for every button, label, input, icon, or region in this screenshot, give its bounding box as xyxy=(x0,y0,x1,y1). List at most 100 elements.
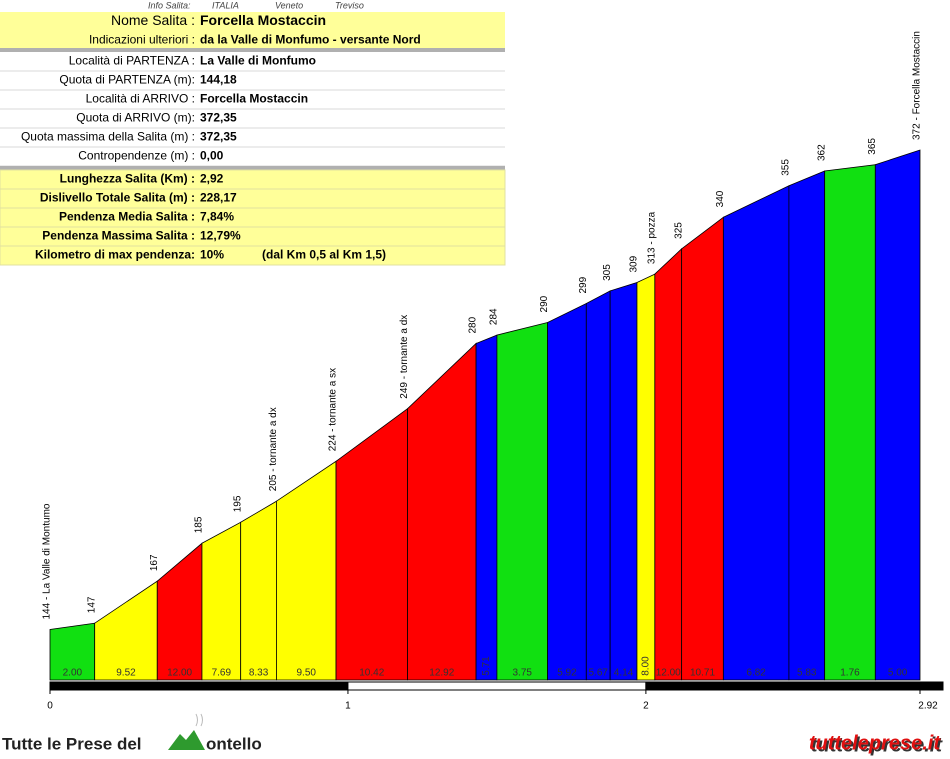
elevation-label: 290 xyxy=(539,295,550,312)
gradient-label: 7.69 xyxy=(212,668,232,679)
gradient-label: 10.71 xyxy=(690,668,715,679)
row-label: Kilometro di max pendenza: xyxy=(35,248,195,262)
elevation-label: 309 xyxy=(629,255,640,272)
gradient-label: 12.00 xyxy=(167,668,192,679)
info-region: Veneto xyxy=(275,0,303,10)
segment xyxy=(636,273,656,681)
row-label: Quota di PARTENZA (m): xyxy=(59,73,195,87)
row-value: 12,79% xyxy=(200,229,241,243)
x-tick-label: 1 xyxy=(345,701,351,712)
row-value: 10% xyxy=(200,248,224,262)
row-label: Pendenza Massima Salita : xyxy=(42,229,195,243)
elevation-label: 372 - Forcella Mostaccin xyxy=(912,31,923,140)
gradient-label: 12.00 xyxy=(656,668,681,679)
segment xyxy=(722,185,790,681)
elevation-label: 355 xyxy=(781,159,792,176)
gradient-label: 4.14 xyxy=(614,668,634,679)
segment xyxy=(824,164,876,681)
site: tutteleprese.it xyxy=(809,732,941,754)
logo-tail: ontello xyxy=(206,734,262,753)
row-label: Quota massima della Salita (m) : xyxy=(21,130,195,144)
row-value: 0,00 xyxy=(200,149,224,163)
elevation-label: 205 - tornante a dx xyxy=(268,407,279,491)
info-country: ITALIA xyxy=(212,0,239,10)
row-value: 144,18 xyxy=(200,73,237,87)
row-label: Indicazioni ulteriori : xyxy=(89,33,195,47)
row-bg xyxy=(0,31,505,50)
row-value: 372,35 xyxy=(200,130,237,144)
row-value: La Valle di Monfumo xyxy=(200,54,316,68)
gradient-label: 10.42 xyxy=(359,668,384,679)
segment xyxy=(156,542,203,681)
x-tick-label: 2.92 xyxy=(918,701,938,712)
segment xyxy=(496,321,548,681)
segment xyxy=(201,521,242,681)
elevation-label: 305 xyxy=(602,264,613,281)
segment xyxy=(407,342,477,681)
elevation-label: 249 - tornante a dx xyxy=(399,315,410,399)
gradient-label: 8.33 xyxy=(249,668,269,679)
elevation-label: 280 xyxy=(468,316,479,333)
row-label: Lunghezza Salita (Km) : xyxy=(60,172,195,186)
km-band xyxy=(347,681,647,691)
separator xyxy=(0,166,505,170)
elevation-label: 167 xyxy=(149,554,160,571)
logo-text: Tutte le Prese del xyxy=(2,734,142,753)
elevation-label: 284 xyxy=(489,308,500,325)
gradient-label: 3.75 xyxy=(513,668,533,679)
row-value: 372,35 xyxy=(200,111,237,125)
elevation-label: 195 xyxy=(232,495,243,512)
segment xyxy=(240,500,277,681)
row-value: 228,17 xyxy=(200,191,237,205)
gradient-label: 5.00 xyxy=(888,668,908,679)
info-province: Treviso xyxy=(335,0,364,10)
segment xyxy=(547,302,587,681)
row-label: Nome Salita : xyxy=(111,12,195,28)
gradient-label: 5.67 xyxy=(588,668,608,679)
logo-mountain xyxy=(168,730,205,750)
gradient-label: 8.00 xyxy=(641,656,652,676)
gradient-label: 2.00 xyxy=(63,668,83,679)
segment xyxy=(585,290,611,681)
logo-steam xyxy=(195,713,203,727)
row-label: Contropendenze (m) : xyxy=(78,149,195,163)
gradient-label: 1.76 xyxy=(840,668,860,679)
segment xyxy=(276,460,337,681)
elevation-label: 340 xyxy=(715,190,726,207)
elevation-label: 313 - pozza xyxy=(646,211,657,264)
row-label: Dislivello Totale Salita (m) : xyxy=(40,191,195,205)
row-value: 2,92 xyxy=(200,172,224,186)
km-band xyxy=(645,681,944,691)
gradient-label: 12.92 xyxy=(429,668,454,679)
row-value: da la Valle di Monfumo - versante Nord xyxy=(200,33,421,47)
segment xyxy=(654,247,683,681)
gradient-label: 9.50 xyxy=(296,668,316,679)
elevation-label: 365 xyxy=(867,138,878,155)
segment xyxy=(475,334,498,681)
gradient-label: 6.82 xyxy=(746,668,766,679)
row-value: Forcella Mostaccin xyxy=(200,92,308,106)
km-band xyxy=(49,681,349,691)
elevation-label: 362 xyxy=(816,144,827,161)
x-tick-label: 2 xyxy=(643,701,649,712)
row-bg xyxy=(0,12,505,31)
segment xyxy=(874,149,921,681)
row-value: Forcella Mostaccin xyxy=(200,12,326,28)
row-bg xyxy=(0,245,506,266)
row-value: 7,84% xyxy=(200,210,234,224)
info-label: Info Salita: xyxy=(148,0,191,10)
gradient-label: 9.52 xyxy=(116,668,136,679)
segment xyxy=(609,281,638,681)
row-label: Località di PARTENZA : xyxy=(69,54,195,68)
segment xyxy=(94,580,158,681)
row-note: (dal Km 0,5 al Km 1,5) xyxy=(262,248,386,262)
row-label: Pendenza Media Salita : xyxy=(59,210,195,224)
gradient-label: 5.92 xyxy=(557,668,577,679)
gradient-label: 5.83 xyxy=(797,668,817,679)
elevation-label: 299 xyxy=(578,276,589,293)
segment xyxy=(681,216,724,681)
separator xyxy=(0,48,505,52)
row-label: Località di ARRIVO : xyxy=(86,92,195,106)
segment xyxy=(788,170,826,681)
